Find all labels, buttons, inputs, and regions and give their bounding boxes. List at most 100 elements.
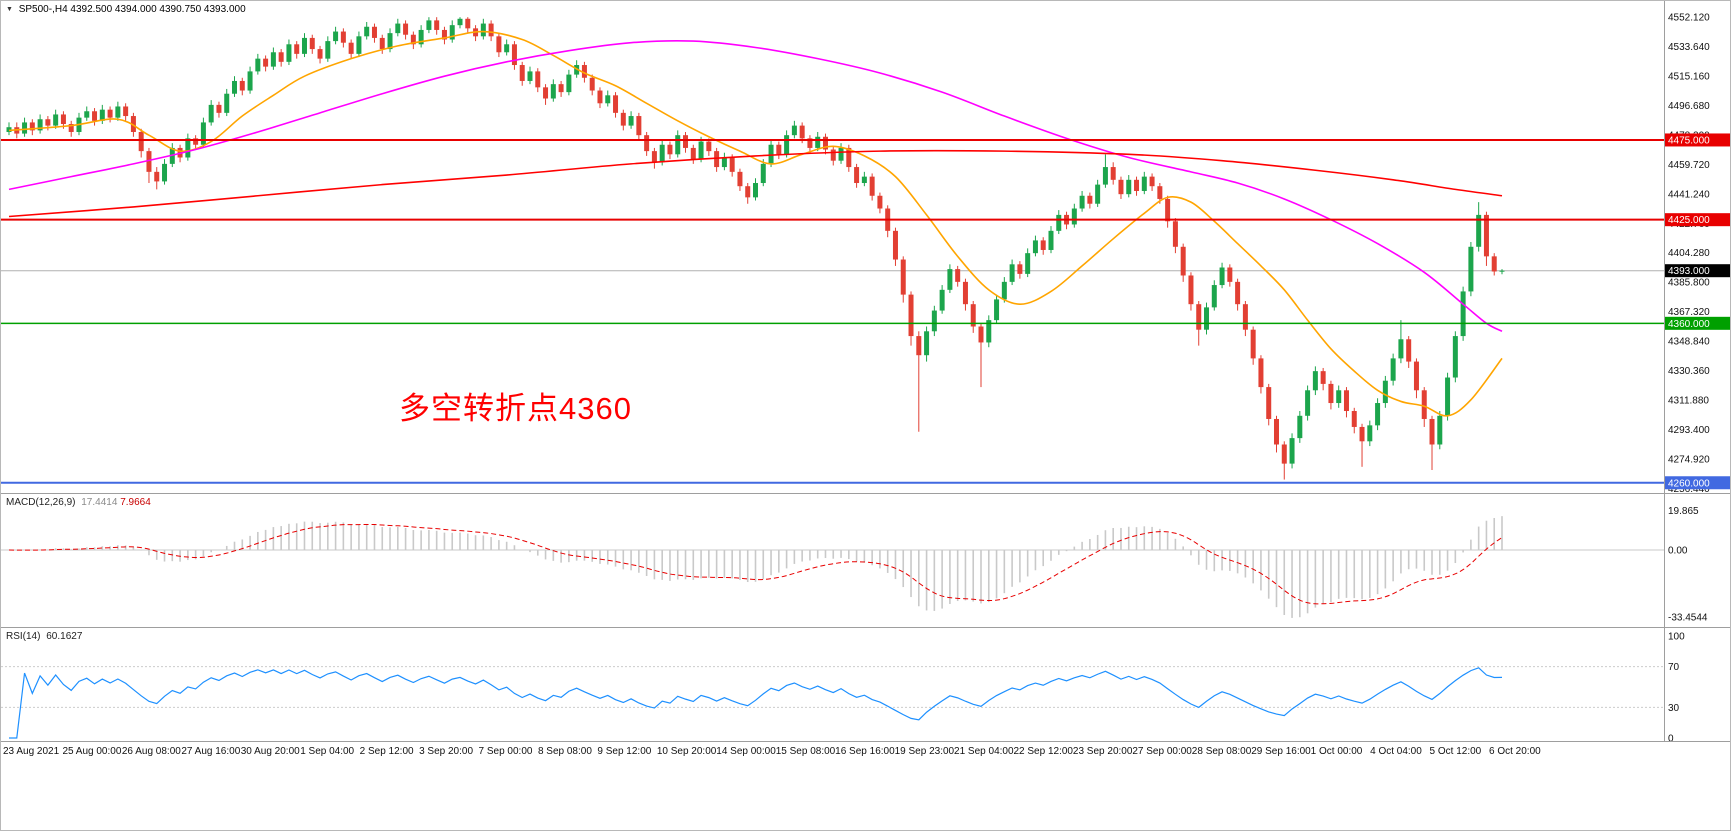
candle-body: [395, 23, 401, 34]
price-axis-label: 4552.120: [1668, 13, 1710, 24]
ma-slow-red: [8, 149, 1503, 218]
macd-name: MACD(12,26,9): [6, 497, 76, 508]
candle-body: [877, 195, 883, 209]
candle-body: [1437, 415, 1443, 445]
candle-body: [1413, 361, 1419, 391]
candle-body: [441, 29, 447, 40]
ma-mid-magenta: [8, 39, 1503, 333]
candle-body: [317, 49, 323, 59]
ma-fast-orange: [8, 30, 1503, 417]
candle-body: [962, 281, 968, 305]
price-axis-label: 4348.840: [1668, 337, 1710, 348]
candle-body: [232, 80, 238, 94]
candle-body: [1025, 253, 1031, 274]
svg-text:4260.000: 4260.000: [1668, 478, 1710, 489]
candle-body: [348, 42, 354, 54]
candle-body: [301, 37, 307, 54]
candle-body: [1445, 377, 1451, 416]
candle-body: [1343, 390, 1349, 412]
time-axis-label: 2 Sep 12:00: [360, 746, 414, 757]
time-axis[interactable]: [1, 741, 1731, 765]
rsi-axis-label: 100: [1668, 632, 1685, 643]
candle-body: [162, 163, 168, 182]
candle-body: [1382, 380, 1388, 404]
macd-label: MACD(12,26,9) 17.4414 7.9664: [6, 497, 151, 508]
candle-body: [154, 171, 160, 182]
candle-body: [745, 186, 751, 198]
candle-body: [511, 44, 517, 66]
candle-body: [807, 138, 813, 148]
time-axis-label: 25 Aug 00:00: [62, 746, 121, 757]
candle-body: [527, 71, 533, 81]
time-axis-label: 7 Sep 00:00: [479, 746, 533, 757]
candle-body: [410, 34, 416, 45]
candle-body: [130, 116, 136, 132]
candle-body: [247, 71, 253, 91]
candle-body: [449, 25, 455, 40]
candle-body: [597, 90, 603, 104]
candle-body: [721, 157, 727, 168]
symbol-dropdown-icon[interactable]: ▼: [6, 6, 13, 13]
candle-body: [1289, 438, 1295, 464]
candle-body: [115, 106, 121, 118]
candle-body: [574, 65, 580, 75]
candle-body: [550, 84, 556, 99]
candle-body: [99, 109, 105, 121]
price-axis-label: 4533.640: [1668, 42, 1710, 53]
candle-body: [185, 138, 191, 158]
candle-body: [1250, 329, 1256, 359]
ohlc-low: 4390.750: [159, 4, 202, 15]
candle-body: [1180, 246, 1186, 276]
candle-body: [1328, 383, 1334, 404]
candle-body: [1102, 167, 1108, 185]
candle-body: [255, 58, 261, 72]
chart-title: ▼ SP500-,H4 4392.500 4394.000 4390.750 4…: [6, 4, 246, 15]
candle-body: [387, 33, 393, 50]
rsi-line: [9, 667, 1503, 739]
candle-body: [1351, 411, 1357, 427]
candle-body: [1483, 214, 1489, 257]
price-axis-label: 4459.720: [1668, 160, 1710, 171]
candle-body: [729, 157, 735, 172]
candle-body: [379, 37, 385, 50]
candle-body: [675, 135, 681, 155]
candle-body: [1258, 358, 1264, 388]
candle-body: [340, 31, 346, 43]
candle-body: [628, 116, 634, 126]
time-axis-label: 10 Sep 20:00: [657, 746, 717, 757]
price-axis-label: 4330.360: [1668, 366, 1710, 377]
price-axis-label: 4311.880: [1668, 396, 1709, 407]
candle-body: [1468, 246, 1474, 292]
rsi-layer: [1, 666, 1664, 739]
time-axis-label: 15 Sep 08:00: [776, 746, 836, 757]
candle-body: [1196, 304, 1202, 330]
price-tag-4260.000: 4260.000: [1665, 476, 1730, 490]
candle-body: [504, 44, 510, 53]
candle-body: [1336, 390, 1342, 404]
candle-body: [861, 176, 867, 184]
time-axis-label: 3 Sep 20:00: [419, 746, 473, 757]
candle-body: [791, 125, 797, 136]
candle-body: [1141, 176, 1147, 191]
candle-body: [37, 119, 43, 131]
candle-body: [1056, 214, 1062, 231]
rsi-value: 60.1627: [46, 631, 83, 642]
candle-body: [1009, 264, 1015, 282]
candle-body: [760, 163, 766, 184]
candle-body: [1110, 167, 1116, 180]
candle-body: [1219, 267, 1225, 286]
candle-body: [465, 18, 471, 29]
symbol-period: SP500-,H4: [18, 4, 68, 15]
price-axis[interactable]: [1664, 1, 1731, 741]
time-axis-label: 22 Sep 12:00: [1013, 746, 1073, 757]
candle-body: [978, 326, 984, 343]
candle-body: [706, 141, 712, 152]
candle-body: [916, 336, 922, 356]
candle-body: [543, 87, 549, 99]
time-axis-label: 9 Sep 12:00: [597, 746, 651, 757]
candle-body: [1390, 358, 1396, 381]
candle-body: [1476, 214, 1482, 247]
candle-body: [1118, 179, 1124, 195]
candle-body: [613, 95, 619, 113]
